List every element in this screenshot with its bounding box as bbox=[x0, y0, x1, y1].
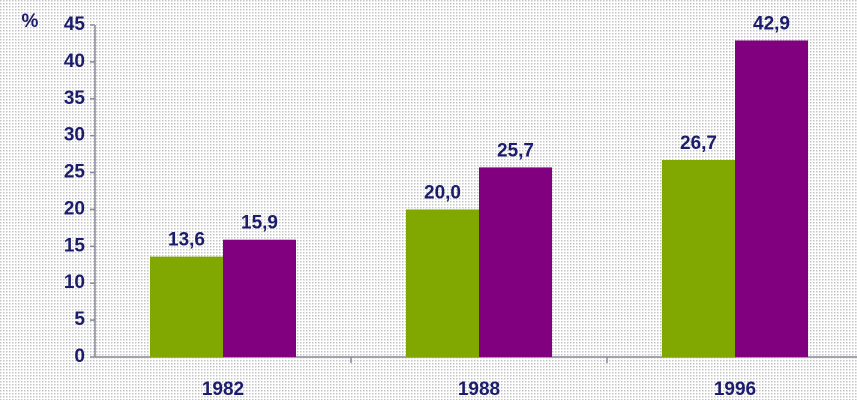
value-label: 13,6 bbox=[168, 230, 205, 251]
y-tick-label: 35 bbox=[64, 88, 86, 109]
y-tick-label: 20 bbox=[64, 198, 85, 219]
value-label: 42,9 bbox=[753, 14, 790, 35]
bar bbox=[662, 160, 735, 357]
bar bbox=[479, 167, 552, 357]
y-tick-label: 30 bbox=[64, 125, 85, 146]
x-tick-label: 1982 bbox=[202, 379, 244, 400]
y-tick-label: 15 bbox=[64, 235, 86, 256]
bar bbox=[223, 239, 296, 357]
x-tick-label: 1988 bbox=[458, 379, 500, 400]
y-tick-label: 5 bbox=[74, 309, 85, 330]
y-tick-label: 40 bbox=[64, 51, 85, 72]
value-label: 15,9 bbox=[241, 213, 278, 234]
value-label: 25,7 bbox=[497, 140, 534, 161]
y-tick-label: 0 bbox=[74, 346, 85, 367]
value-label: 26,7 bbox=[680, 133, 717, 154]
x-tick-label: 1996 bbox=[714, 379, 756, 400]
y-tick-label: 45 bbox=[64, 14, 86, 35]
bar bbox=[406, 209, 479, 357]
bar bbox=[735, 40, 808, 357]
y-axis-label: % bbox=[22, 11, 39, 32]
bar bbox=[150, 256, 223, 357]
value-label: 20,0 bbox=[424, 182, 461, 203]
y-tick-label: 10 bbox=[64, 272, 85, 293]
y-tick-label: 25 bbox=[64, 162, 86, 183]
